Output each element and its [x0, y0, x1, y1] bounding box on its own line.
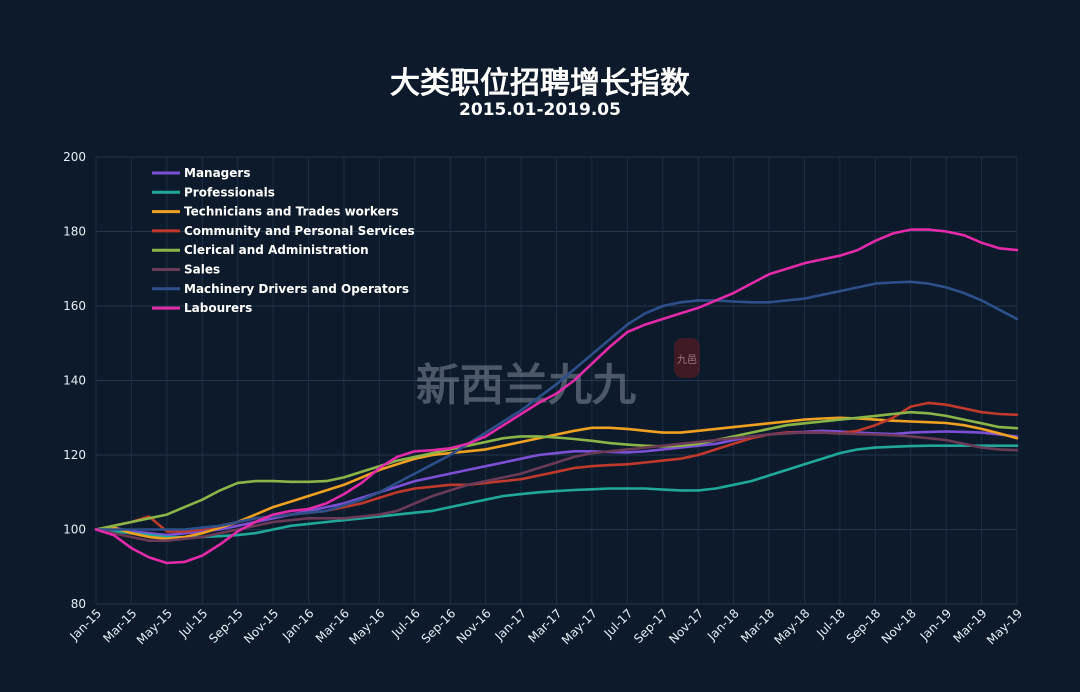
x-tick-label: Mar-17	[525, 606, 564, 645]
x-tick-label: May-15	[134, 606, 175, 647]
x-tick-label: Mar-19	[950, 606, 989, 645]
x-tick-label: Nov-16	[454, 606, 494, 646]
y-tick-label: 80	[71, 597, 86, 611]
y-tick-label: 100	[63, 523, 86, 537]
series-line-professionals	[94, 444, 1019, 539]
seal-stamp	[674, 338, 700, 378]
legend: Managers Professionals Technicians and Tra…	[152, 166, 415, 315]
series-line-technicians-and-trades-workers	[94, 416, 1019, 541]
x-tick-label: May-16	[346, 606, 387, 647]
x-tick-label: Mar-16	[313, 606, 352, 645]
y-tick-label: 180	[63, 225, 86, 239]
x-tick-label: Jan-18	[704, 606, 742, 644]
x-tick-label: Nov-18	[879, 606, 919, 646]
watermark-text: 新西兰九九	[416, 360, 636, 411]
x-tick-label: May-17	[559, 606, 600, 647]
y-tick-label: 120	[63, 448, 86, 462]
legend-label: Clerical and Administration	[184, 243, 369, 257]
series-line-clerical-and-administration	[94, 410, 1019, 531]
x-tick-label: May-19	[984, 606, 1025, 647]
x-tick-label: Sep-16	[419, 606, 459, 646]
legend-label: Sales	[184, 263, 220, 277]
x-tick-label: Nov-15	[241, 606, 281, 646]
legend-label: Technicians and Trades workers	[184, 205, 399, 219]
legend-label: Professionals	[184, 185, 275, 199]
x-tick-label: Sep-17	[631, 606, 671, 646]
series-lines	[94, 228, 1019, 565]
y-tick-label: 160	[63, 299, 86, 313]
x-tick-label: May-18	[771, 606, 812, 647]
series-line-labourers	[94, 228, 1019, 565]
chart-subtitle: 2015.01-2019.05	[459, 100, 621, 120]
seal-text: 九邑	[677, 354, 697, 366]
x-tick-label: Mar-15	[100, 606, 139, 645]
x-tick-label: Sep-15	[206, 606, 246, 646]
y-tick-label: 200	[63, 150, 86, 164]
watermark: 新西兰九九 九邑	[416, 338, 700, 411]
x-tick-label: Jan-17	[492, 606, 530, 644]
legend-label: Managers	[184, 166, 250, 180]
y-tick-label: 140	[63, 374, 86, 388]
y-axis-ticks: 80 100 120 140 160 180 200	[63, 150, 86, 611]
series-line-sales	[94, 431, 1019, 543]
legend-label: Community and Personal Services	[184, 224, 415, 238]
chart-title: 大类职位招聘增长指数	[390, 66, 690, 101]
x-tick-label: Jan-16	[279, 606, 317, 644]
x-tick-label: Sep-18	[844, 606, 884, 646]
series-line-managers	[94, 429, 1019, 537]
x-tick-label: Nov-17	[666, 606, 706, 646]
series-line-machinery-drivers-and-operators	[94, 280, 1019, 531]
x-tick-label: Mar-18	[738, 606, 777, 645]
x-tick-label: Jan-15	[67, 606, 105, 644]
x-tick-label: Jan-19	[917, 606, 955, 644]
legend-label: Machinery Drivers and Operators	[184, 282, 409, 296]
legend-label: Labourers	[184, 301, 252, 315]
